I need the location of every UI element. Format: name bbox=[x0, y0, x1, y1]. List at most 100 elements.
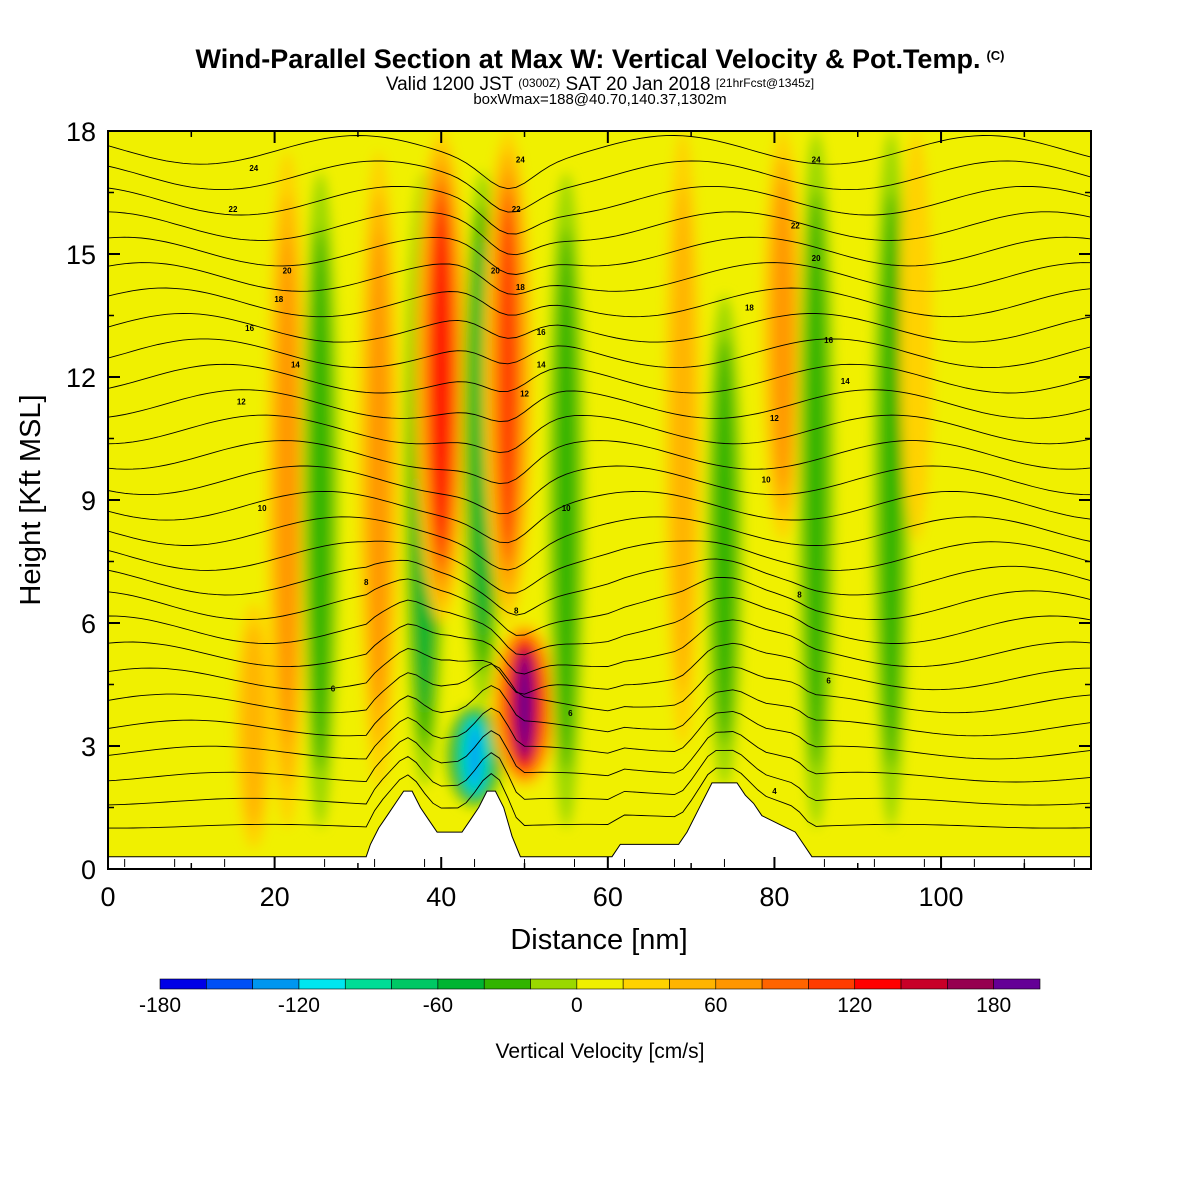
colorbar-swatch-6 bbox=[437, 978, 485, 990]
colorbar-tick--120: -120 bbox=[278, 994, 320, 1017]
terrain-profile bbox=[107, 782, 1092, 870]
contour-label-10: 24 bbox=[516, 156, 525, 165]
theta-contour-23 bbox=[108, 236, 1091, 275]
colorbar-swatch-9 bbox=[576, 978, 624, 990]
y-tick-label-3: 3 bbox=[81, 732, 96, 762]
contour-label-8: 8 bbox=[364, 578, 369, 587]
x-axis-label: Distance [nm] bbox=[510, 924, 687, 956]
theta-contour-11 bbox=[108, 540, 1091, 594]
x-tick-label-60: 60 bbox=[593, 882, 623, 912]
velocity-field bbox=[108, 131, 1091, 869]
colorbar-swatch-18 bbox=[993, 978, 1041, 990]
velocity-band-1-3 bbox=[277, 236, 297, 744]
theta-contour-16 bbox=[108, 414, 1091, 454]
y-tick-label-9: 9 bbox=[81, 486, 96, 516]
y-axis-label: Height [Kft MSL] bbox=[15, 394, 47, 605]
contour-label-13: 18 bbox=[516, 283, 525, 292]
theta-contour-21 bbox=[108, 287, 1091, 318]
colorbar-tick-0: 0 bbox=[571, 994, 583, 1017]
velocity-band-6-7 bbox=[468, 723, 481, 790]
x-tick-label-80: 80 bbox=[759, 882, 789, 912]
theta-contour-0 bbox=[108, 767, 1091, 829]
colorbar-swatch-13 bbox=[761, 978, 809, 990]
colorbar-swatch-10 bbox=[622, 978, 670, 990]
theta-contour-5 bbox=[108, 663, 1091, 714]
theta-contour-26 bbox=[108, 160, 1091, 213]
theta-contour-3 bbox=[108, 707, 1091, 760]
theta-contour-6 bbox=[108, 642, 1091, 695]
theta-contour-8 bbox=[108, 596, 1091, 656]
velocity-band-8-9 bbox=[518, 653, 531, 757]
theta-contour-24 bbox=[108, 211, 1091, 256]
y-tick-label-12: 12 bbox=[66, 363, 96, 393]
colorbar-swatch-8 bbox=[530, 978, 578, 990]
theta-contour-10 bbox=[108, 558, 1091, 616]
colorbar-label: Vertical Velocity [cm/s] bbox=[496, 1040, 705, 1063]
contour-label-28: 8 bbox=[797, 590, 802, 599]
contour-label-17: 10 bbox=[562, 504, 571, 513]
velocity-band-16-1 bbox=[899, 131, 933, 541]
colorbar-swatch-1 bbox=[206, 978, 253, 990]
contour-label-9: 6 bbox=[331, 685, 336, 694]
colorbar-swatch-4 bbox=[344, 978, 392, 990]
contour-label-19: 6 bbox=[568, 709, 573, 718]
contour-label-20: 24 bbox=[812, 156, 821, 165]
contour-label-25: 14 bbox=[841, 377, 850, 386]
velocity-band-3-3 bbox=[369, 230, 388, 708]
velocity-band-5-6 bbox=[434, 214, 448, 540]
contour-label-12: 20 bbox=[491, 266, 500, 275]
colorbar-swatch-3 bbox=[298, 978, 346, 990]
contour-label-15: 14 bbox=[537, 361, 546, 370]
y-tick-label-0: 0 bbox=[81, 855, 96, 885]
theta-contour-17 bbox=[108, 389, 1091, 423]
velocity-band-10-2 bbox=[554, 228, 578, 772]
colorbar-swatch-5 bbox=[391, 978, 439, 990]
colorbar-tick-120: 120 bbox=[837, 994, 872, 1017]
theta-contour-25 bbox=[108, 185, 1091, 235]
colorbar: -180 -120 -60 0 60 120 180 bbox=[139, 978, 1041, 1017]
contour-label-4: 16 bbox=[245, 324, 254, 333]
theta-contours bbox=[108, 135, 1091, 829]
contour-label-18: 8 bbox=[514, 607, 519, 616]
contour-label-14: 16 bbox=[537, 328, 546, 337]
velocity-band-12-2 bbox=[713, 337, 736, 745]
colorbar-tick-180: 180 bbox=[976, 994, 1011, 1017]
theta-contour-27 bbox=[108, 135, 1091, 190]
title-mark: (C) bbox=[986, 48, 1005, 63]
chart-title: Wind-Parallel Section at Max W: Vertical… bbox=[195, 44, 1005, 74]
theta-contour-1 bbox=[108, 749, 1091, 806]
contour-label-6: 12 bbox=[237, 398, 246, 407]
theta-contour-20 bbox=[108, 313, 1091, 343]
colorbar-swatch-2 bbox=[252, 978, 300, 990]
colorbar-swatch-12 bbox=[715, 978, 763, 990]
contour-label-3: 18 bbox=[274, 295, 283, 304]
colorbar-swatch-14 bbox=[808, 978, 856, 990]
velocity-band-9-5 bbox=[500, 210, 516, 544]
x-tick-label-0: 0 bbox=[100, 882, 115, 912]
contour-label-2: 20 bbox=[283, 266, 292, 275]
contour-label-30: 4 bbox=[772, 787, 777, 796]
colorbar-swatch-17 bbox=[947, 978, 994, 990]
contour-label-0: 24 bbox=[249, 164, 258, 173]
contour-label-21: 22 bbox=[791, 221, 800, 230]
theta-contour-7 bbox=[108, 619, 1091, 675]
theta-contour-4 bbox=[108, 685, 1091, 737]
contour-label-7: 10 bbox=[258, 504, 267, 513]
colorbar-swatch-15 bbox=[854, 978, 902, 990]
x-tick-label-40: 40 bbox=[426, 882, 456, 912]
contour-label-5: 14 bbox=[291, 361, 300, 370]
colorbar-tick--180: -180 bbox=[139, 994, 181, 1017]
x-tick-label-100: 100 bbox=[919, 882, 964, 912]
contour-label-24: 16 bbox=[824, 336, 833, 345]
colorbar-swatch-0 bbox=[159, 978, 207, 990]
colorbar-swatch-11 bbox=[669, 978, 717, 990]
theta-contour-9 bbox=[108, 576, 1091, 636]
contour-label-16: 12 bbox=[520, 389, 529, 398]
theta-contour-13 bbox=[108, 490, 1091, 544]
colorbar-swatch-7 bbox=[483, 978, 531, 990]
y-tick-label-15: 15 bbox=[66, 240, 96, 270]
velocity-band-13-3 bbox=[773, 182, 792, 490]
theta-contour-14 bbox=[108, 465, 1091, 515]
contour-label-26: 12 bbox=[770, 414, 779, 423]
